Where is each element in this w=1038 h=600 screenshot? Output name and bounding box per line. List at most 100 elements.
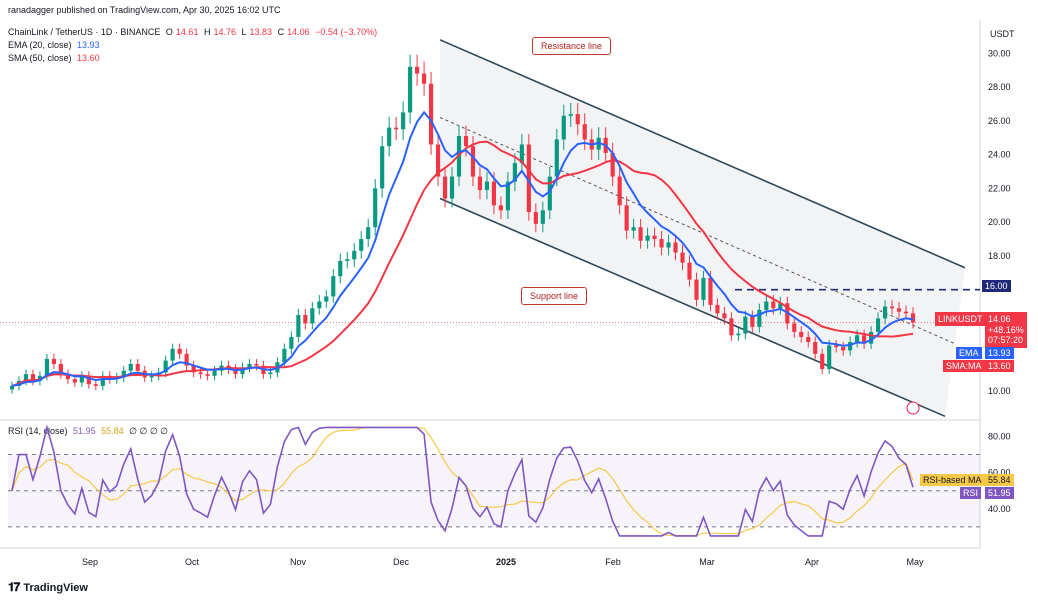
support-line: [439, 197, 946, 418]
candle-body: [170, 348, 175, 361]
channel-fill: [440, 39, 965, 417]
price-tick-label: 22.00: [988, 183, 1011, 193]
ohlc-change: −0.54 (−3.70%): [315, 27, 378, 37]
candle-body: [184, 353, 189, 366]
symbol-name: ChainLink / TetherUS · 1D · BINANCE: [8, 27, 161, 37]
candle-body: [896, 308, 902, 312]
candle-body: [191, 365, 196, 373]
candle-body: [484, 181, 490, 191]
candle-body: [729, 318, 734, 336]
candle-body: [736, 333, 741, 336]
candle-body: [526, 144, 531, 213]
watermark-text: TradingView: [23, 581, 88, 594]
ohlc-open: 14.61: [175, 27, 199, 37]
candle-body: [722, 313, 727, 319]
candle-body: [331, 276, 336, 297]
candle-body: [338, 260, 343, 277]
bar-countdown: 07:57:20: [988, 335, 1024, 345]
sma-scale-value: 13.60: [985, 360, 1014, 372]
candle-body: [652, 235, 657, 240]
time-tick-label: 2025: [496, 557, 516, 567]
publisher-line: ranadagger published on TradingView.com,…: [8, 5, 281, 15]
candle-body: [442, 176, 448, 199]
candle-body: [875, 318, 881, 332]
support-line-callout: Support line: [521, 287, 588, 305]
time-tick-label: Mar: [699, 557, 715, 567]
candle-body: [352, 250, 357, 260]
candle-body: [666, 242, 671, 248]
price-tick-label: 18.00: [988, 251, 1011, 261]
candle-body: [771, 301, 776, 309]
candle-body: [86, 375, 91, 385]
candle-body: [58, 363, 63, 375]
sma-legend: SMA (50, close) 13.60: [8, 53, 103, 63]
resistance-line: [439, 39, 966, 269]
candle-body: [435, 144, 441, 177]
ohlc-o-label: O: [165, 27, 173, 37]
candle-body: [757, 309, 762, 327]
candle-body: [9, 385, 15, 390]
candle-body: [505, 181, 510, 211]
sma-legend-label: SMA (50, close): [8, 53, 72, 63]
candle-body: [659, 239, 664, 248]
price-tick-label: 20.00: [988, 217, 1011, 227]
candle-body: [296, 315, 301, 337]
candle-body: [422, 73, 427, 84]
candle-body: [79, 375, 84, 383]
rsi-ma-legend-value: 55.84: [101, 426, 124, 436]
candle-body: [72, 379, 77, 383]
price-tick-label: 26.00: [988, 116, 1011, 126]
rsi-tick-label: 80.00: [988, 431, 1011, 441]
candle-body: [631, 227, 636, 231]
ema-20-line: [11, 110, 914, 387]
rsi-scale-label: RSI: [960, 487, 982, 499]
time-tick-label: Sep: [82, 557, 98, 567]
rsi-tick-label: 40.00: [988, 504, 1011, 514]
candle-body: [289, 336, 294, 349]
rsi-tick-label: 60.00: [988, 468, 1011, 478]
rsi-ma-scale-label: RSI-based MA: [920, 474, 985, 486]
currency-label: USDT: [990, 29, 1015, 39]
ema-legend-value: 13.93: [77, 40, 100, 50]
candle-body: [401, 112, 406, 130]
candle-body: [177, 348, 182, 354]
ohlc-high: 14.76: [213, 27, 236, 37]
candle-body: [638, 227, 643, 241]
time-tick-label: Nov: [290, 557, 307, 567]
tradingview-logo-icon: 𝟏𝟕: [8, 580, 20, 594]
time-tick-label: Apr: [805, 557, 819, 567]
candle-body: [44, 358, 50, 376]
rsi-line: [11, 424, 914, 537]
candle-body: [373, 188, 378, 228]
candle-body: [910, 313, 916, 323]
candle-body: [743, 316, 748, 334]
candle-body: [519, 144, 524, 164]
candle-body: [610, 152, 615, 177]
candle-body: [254, 363, 259, 366]
last-price-symbol: LINKUSDT: [938, 314, 983, 324]
candle-body: [841, 347, 846, 351]
candle-body: [121, 370, 126, 378]
candle-body: [51, 358, 56, 364]
candle-body: [463, 136, 469, 147]
price-tick-label: 10.00: [988, 386, 1011, 396]
candle-body: [240, 367, 245, 375]
ema-scale-value: 13.93: [985, 347, 1014, 359]
rsi-legend-extra: ∅ ∅ ∅ ∅: [129, 426, 169, 436]
ema-legend-label: EMA (20, close): [8, 40, 72, 50]
candle-body: [268, 372, 273, 375]
last-price-value: 14.06: [988, 314, 1011, 324]
candle-body: [310, 308, 315, 324]
candle-body: [282, 348, 287, 363]
price-tick-label: 28.00: [988, 82, 1011, 92]
price-tick-label: 24.00: [988, 150, 1011, 160]
candle-body: [198, 372, 203, 375]
rsi-legend: RSI (14, close) 51.95 55.84 ∅ ∅ ∅ ∅: [8, 426, 171, 437]
candle-body: [617, 176, 622, 206]
candle-body: [100, 375, 105, 386]
candle-body: [799, 331, 804, 337]
candle-body: [205, 374, 210, 376]
candle-body: [869, 331, 874, 344]
candle-body: [680, 252, 685, 263]
